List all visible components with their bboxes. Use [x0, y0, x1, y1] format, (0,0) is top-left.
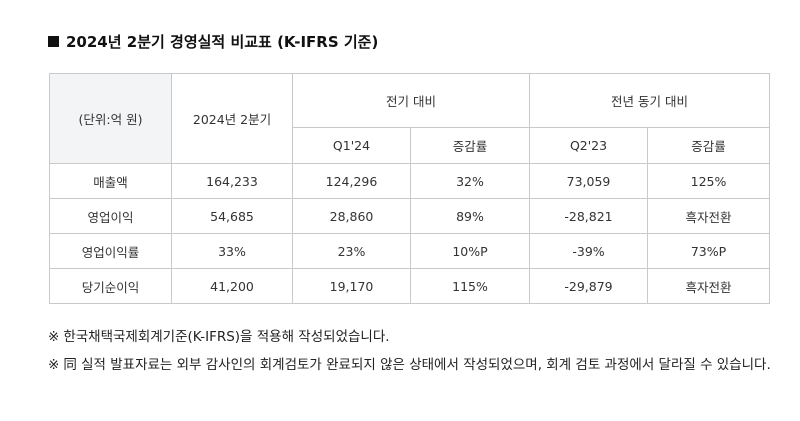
row-label: 영업이익: [49, 198, 172, 234]
table-cell: 32%: [409, 163, 531, 199]
table-cell: -29,879: [529, 268, 649, 304]
q1-24-header: Q1'24: [292, 127, 411, 164]
reference-mark: ※: [48, 329, 60, 345]
table-cell: 124,296: [292, 163, 411, 199]
table-row: 영업이익 54,685 28,860 89% -28,821 흑자전환: [49, 198, 771, 234]
row-label: 당기순이익: [49, 268, 172, 304]
qoq-group-header: 전기 대비: [291, 73, 531, 128]
table-cell: 28,860: [292, 198, 411, 234]
reference-mark: ※: [48, 357, 60, 373]
table-cell: 흑자전환: [647, 198, 771, 234]
table-cell: 73,059: [529, 163, 649, 199]
table-cell: 54,685: [171, 198, 293, 234]
table-cell: -28,821: [529, 198, 649, 234]
earnings-comparison-table: (단위:억 원) 2024년 2분기 전기 대비 전년 동기 대비 Q1'24 …: [49, 73, 771, 304]
row-label: 영업이익률: [49, 233, 172, 269]
table-cell: 흑자전환: [647, 268, 771, 304]
yoy-group-header: 전년 동기 대비: [529, 73, 771, 128]
row-label: 매출액: [49, 163, 172, 199]
table-cell: -39%: [529, 233, 649, 269]
page-title: 2024년 2분기 경영실적 비교표 (K-IFRS 기준): [48, 31, 378, 52]
table-cell: 164,233: [171, 163, 293, 199]
table-row: 영업이익률 33% 23% 10%P -39% 73%P: [49, 233, 771, 269]
footnote-2: ※ 同 실적 발표자료는 외부 감사인의 회계검토가 완료되지 않은 상태에서 작…: [48, 351, 783, 379]
q2-23-header: Q2'23: [529, 127, 649, 164]
table-cell: 89%: [409, 198, 531, 234]
table-cell: 19,170: [292, 268, 411, 304]
square-bullet-icon: [48, 36, 59, 47]
table-cell: 33%: [171, 233, 293, 269]
table-cell: 115%: [409, 268, 531, 304]
table-cell: 73%P: [647, 233, 771, 269]
footnote-1-text: 한국채택국제회계기준(K-IFRS)을 적용해 작성되었습니다.: [63, 329, 390, 345]
yoy-change-header: 증감률: [647, 127, 771, 164]
footnote-2-text: 同 실적 발표자료는 외부 감사인의 회계검토가 완료되지 않은 상태에서 작성…: [63, 357, 771, 373]
table-row: 당기순이익 41,200 19,170 115% -29,879 흑자전환: [49, 268, 771, 304]
qoq-change-header: 증감률: [409, 127, 531, 164]
table-cell: 41,200: [171, 268, 293, 304]
table-cell: 23%: [292, 233, 411, 269]
footnotes: ※ 한국채택국제회계기준(K-IFRS)을 적용해 작성되었습니다. ※ 同 실적 …: [48, 323, 783, 379]
footnote-1: ※ 한국채택국제회계기준(K-IFRS)을 적용해 작성되었습니다.: [48, 323, 783, 351]
table-cell: 125%: [647, 163, 771, 199]
table-cell: 10%P: [409, 233, 531, 269]
current-quarter-header: 2024년 2분기: [171, 73, 293, 164]
unit-header: (단위:억 원): [49, 73, 172, 164]
table-row: 매출액 164,233 124,296 32% 73,059 125%: [49, 163, 771, 199]
title-text: 2024년 2분기 경영실적 비교표 (K-IFRS 기준): [66, 33, 379, 51]
